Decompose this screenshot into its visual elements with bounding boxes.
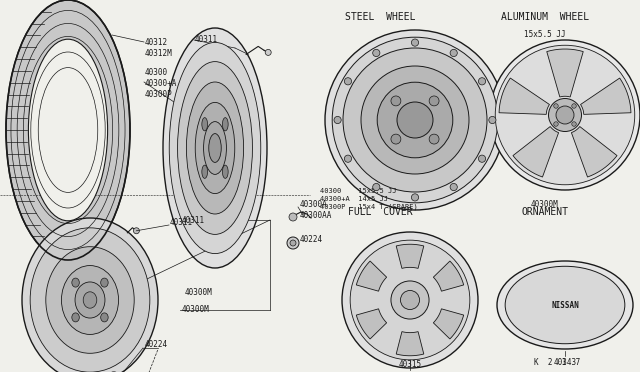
Ellipse shape	[265, 49, 271, 55]
Ellipse shape	[202, 118, 207, 131]
Polygon shape	[433, 261, 464, 291]
Text: 40300
40300+A
40300P: 40300 40300+A 40300P	[145, 68, 177, 99]
Ellipse shape	[344, 78, 351, 85]
Text: 40300M: 40300M	[531, 200, 559, 209]
Text: ORNAMENT: ORNAMENT	[522, 207, 568, 217]
Text: 40315: 40315	[399, 360, 422, 369]
Text: 40311: 40311	[170, 218, 193, 227]
Polygon shape	[356, 309, 387, 339]
Polygon shape	[499, 78, 550, 114]
Text: ALUMINUM  WHEEL: ALUMINUM WHEEL	[501, 12, 589, 22]
Polygon shape	[396, 331, 424, 356]
Ellipse shape	[412, 39, 419, 46]
Ellipse shape	[6, 0, 130, 260]
Ellipse shape	[75, 282, 105, 318]
Ellipse shape	[361, 66, 469, 174]
Ellipse shape	[429, 96, 439, 106]
Ellipse shape	[429, 134, 439, 144]
Ellipse shape	[83, 292, 97, 308]
Ellipse shape	[350, 240, 470, 360]
Ellipse shape	[495, 45, 635, 185]
Ellipse shape	[377, 82, 453, 158]
Ellipse shape	[450, 183, 458, 190]
Ellipse shape	[223, 165, 228, 178]
Text: 40300    15x5.5 JJ
40300+A  14x5 JJ
40300P   15x4 T (SPARE): 40300 15x5.5 JJ 40300+A 14x5 JJ 40300P 1…	[320, 188, 418, 209]
Ellipse shape	[554, 122, 558, 126]
Ellipse shape	[325, 30, 505, 210]
Ellipse shape	[334, 116, 341, 124]
Ellipse shape	[289, 213, 297, 221]
Ellipse shape	[209, 134, 221, 163]
Ellipse shape	[100, 278, 108, 287]
Ellipse shape	[344, 155, 351, 162]
Ellipse shape	[391, 134, 401, 144]
Polygon shape	[580, 78, 631, 114]
Text: K  2  1  7: K 2 1 7	[534, 358, 580, 367]
Ellipse shape	[22, 218, 158, 372]
Text: 40300A
40300AA: 40300A 40300AA	[300, 200, 332, 220]
Ellipse shape	[186, 82, 244, 214]
Ellipse shape	[72, 278, 79, 287]
Ellipse shape	[46, 247, 134, 353]
Ellipse shape	[133, 228, 140, 234]
Text: 40224: 40224	[145, 340, 168, 349]
Ellipse shape	[391, 281, 429, 319]
Ellipse shape	[72, 313, 79, 322]
Ellipse shape	[490, 40, 640, 190]
Ellipse shape	[450, 49, 458, 57]
Ellipse shape	[290, 240, 296, 246]
Text: STEEL  WHEEL: STEEL WHEEL	[345, 12, 415, 22]
Ellipse shape	[556, 106, 574, 124]
Ellipse shape	[479, 155, 486, 162]
Ellipse shape	[479, 78, 486, 85]
Ellipse shape	[169, 42, 260, 254]
Ellipse shape	[202, 165, 207, 178]
Text: 40311: 40311	[182, 215, 205, 224]
Ellipse shape	[548, 99, 582, 131]
Ellipse shape	[572, 104, 576, 108]
Polygon shape	[572, 126, 617, 177]
Text: N: N	[408, 295, 413, 305]
Ellipse shape	[572, 122, 576, 126]
Ellipse shape	[287, 237, 299, 249]
Ellipse shape	[342, 232, 478, 368]
Ellipse shape	[343, 48, 487, 192]
Ellipse shape	[412, 194, 419, 201]
Ellipse shape	[28, 39, 108, 221]
Text: 15x5.5 JJ: 15x5.5 JJ	[524, 30, 566, 39]
Ellipse shape	[391, 96, 401, 106]
Text: NISSAN: NISSAN	[551, 301, 579, 310]
Ellipse shape	[372, 49, 380, 57]
Ellipse shape	[223, 118, 228, 131]
Text: 40343: 40343	[554, 358, 577, 367]
Polygon shape	[396, 244, 424, 268]
Text: 40311: 40311	[195, 35, 218, 44]
Text: FULL  COVER: FULL COVER	[348, 207, 412, 217]
Ellipse shape	[332, 37, 498, 203]
Ellipse shape	[195, 102, 235, 193]
Ellipse shape	[554, 104, 558, 108]
Ellipse shape	[100, 313, 108, 322]
Text: 40312
40312M: 40312 40312M	[145, 38, 173, 58]
Polygon shape	[356, 261, 387, 291]
Ellipse shape	[61, 266, 118, 334]
Polygon shape	[547, 49, 583, 97]
Ellipse shape	[30, 228, 150, 372]
Text: 40300M: 40300M	[182, 305, 210, 314]
Text: 40224: 40224	[300, 235, 323, 244]
Ellipse shape	[177, 62, 252, 234]
Ellipse shape	[204, 122, 227, 174]
Text: 40300M: 40300M	[185, 288, 212, 297]
Ellipse shape	[505, 266, 625, 344]
Ellipse shape	[397, 102, 433, 138]
Ellipse shape	[401, 291, 420, 310]
Ellipse shape	[163, 28, 267, 268]
Polygon shape	[433, 309, 464, 339]
Ellipse shape	[489, 116, 496, 124]
Polygon shape	[513, 126, 559, 177]
Ellipse shape	[497, 261, 633, 349]
Ellipse shape	[372, 183, 380, 190]
